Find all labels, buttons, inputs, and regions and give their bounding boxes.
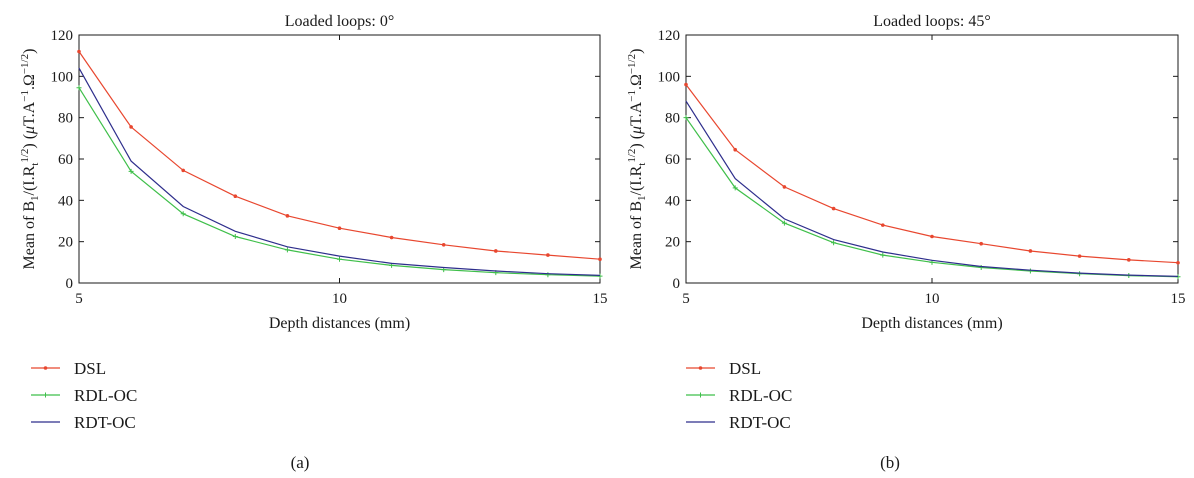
data-point (337, 226, 342, 231)
y-tick-label: 120 (51, 28, 74, 44)
data-point (77, 49, 81, 54)
data-point (285, 214, 290, 218)
y-tick-label: 20 (665, 235, 680, 251)
chart-title: Loaded loops: 45° (873, 13, 991, 30)
x-axis-label: Depth distances (mm) (269, 315, 410, 332)
y-tick-label: 0 (673, 276, 681, 292)
chart-panel-b: 0 20 40 60 80 100 120 5 10 15 Loaded loops: 45° Dep… (626, 13, 1186, 472)
plot-frame (685, 34, 1179, 284)
data-point (337, 256, 342, 262)
data-point (733, 147, 737, 152)
legend: DSL RDL-OC RDT-OC (31, 359, 137, 432)
data-point (546, 253, 550, 257)
legend-item-rdl-oc: RDL-OC (31, 386, 137, 405)
legend-item-rdt-oc: RDT-OC (31, 413, 136, 432)
series-dsl (684, 82, 1180, 265)
panel-caption: (b) (880, 453, 900, 472)
data-point (781, 220, 787, 226)
legend-marker (698, 392, 703, 398)
legend-item-rdl-oc: RDL-OC (686, 386, 792, 405)
y-tick-label: 100 (51, 69, 74, 85)
x-tick-label: 5 (75, 291, 83, 307)
data-point (180, 211, 186, 217)
legend-label: RDL-OC (729, 386, 792, 405)
x-tick-label: 10 (925, 291, 940, 307)
x-tick-label: 15 (1171, 291, 1186, 307)
data-point (284, 247, 290, 253)
y-axis-label: Mean of B1/(I.Rt1/2) (μT.A−1.Ω−1/2) (626, 49, 648, 270)
x-axis-label: Depth distances (mm) (861, 315, 1002, 332)
y-tick-label: 60 (665, 152, 680, 168)
chart-title: Loaded loops: 0° (285, 13, 395, 30)
data-point (732, 185, 738, 191)
legend-marker (43, 366, 48, 370)
y-tick-label: 80 (665, 111, 680, 127)
y-tick-label: 40 (665, 193, 680, 209)
x-tick-label: 10 (332, 291, 347, 307)
series-dsl (77, 49, 602, 262)
legend-item-rdt-oc: RDT-OC (686, 413, 791, 432)
data-point (979, 241, 983, 246)
y-tick-label: 80 (58, 111, 73, 127)
data-point (545, 272, 551, 278)
y-tick-label: 0 (66, 276, 74, 292)
x-tick-label: 5 (682, 291, 690, 307)
legend-item-dsl: DSL (686, 359, 761, 378)
panel-caption: (a) (291, 453, 310, 472)
data-point (129, 125, 133, 129)
data-point (1077, 254, 1082, 258)
data-point (441, 242, 446, 247)
data-point (782, 185, 787, 189)
data-point (494, 249, 498, 253)
series-rdt-oc (78, 67, 601, 276)
data-point (831, 206, 836, 211)
legend-label: DSL (729, 359, 761, 378)
legend-label: RDT-OC (729, 413, 791, 432)
data-point (683, 115, 689, 121)
y-tick-label: 20 (58, 235, 73, 251)
data-point (1127, 258, 1131, 262)
series-rdt-oc (685, 100, 1179, 277)
data-point (597, 273, 603, 279)
data-point (684, 82, 688, 87)
data-point (598, 257, 602, 262)
legend-marker (43, 392, 48, 398)
y-axis-label: Mean of B1/(I.Rt1/2) (μT.A−1.Ω−1/2) (19, 49, 41, 270)
chart-panel-a: 0 20 40 60 80 100 120 5 10 15 Loaded loops: 0° Dept… (19, 13, 608, 472)
data-point (128, 168, 134, 174)
series-line (78, 67, 601, 276)
x-tick-label: 15 (593, 291, 608, 307)
data-point (881, 223, 885, 227)
legend: DSL RDL-OC RDT-OC (686, 359, 792, 432)
data-point (181, 168, 185, 173)
y-tick-label: 40 (58, 193, 73, 209)
data-point (831, 240, 837, 246)
series-line (685, 100, 1179, 277)
data-point (1027, 268, 1033, 274)
legend-marker (698, 366, 703, 370)
data-point (978, 265, 984, 270)
legend-label: DSL (74, 359, 106, 378)
y-tick-label: 120 (658, 28, 681, 44)
legend-item-dsl: DSL (31, 359, 106, 378)
y-tick-label: 60 (58, 152, 73, 168)
plot-frame (78, 34, 601, 284)
series-rdl-oc (76, 85, 603, 279)
y-tick-label: 100 (658, 69, 681, 85)
series-line (685, 117, 1179, 278)
legend-label: RDT-OC (74, 413, 136, 432)
data-point (930, 234, 934, 239)
series-line (78, 87, 601, 277)
data-point (1028, 249, 1033, 253)
data-point (233, 194, 238, 198)
data-point (1176, 260, 1180, 265)
data-point (76, 85, 82, 91)
data-point (389, 235, 394, 240)
data-point (232, 234, 238, 239)
legend-label: RDL-OC (74, 386, 137, 405)
data-point (880, 252, 886, 258)
